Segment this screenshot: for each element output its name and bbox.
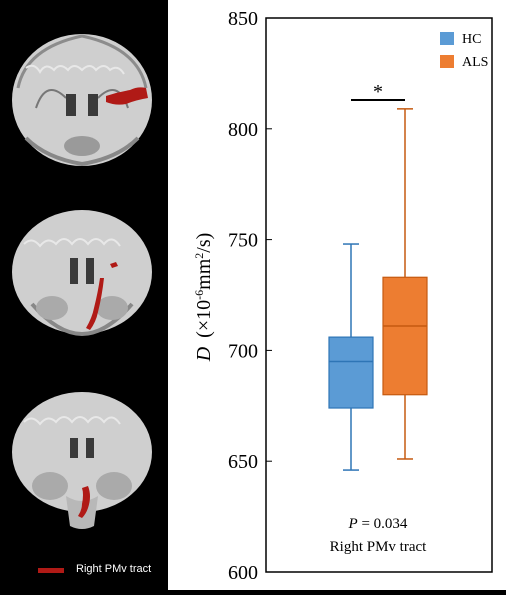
y-tick-label: 650 xyxy=(228,451,258,473)
box-series xyxy=(328,108,428,471)
tract-legend-swatch xyxy=(38,568,64,573)
boxplot-panel: 600 650 700 750 800 850 D (×10-6mm2/s) * HC A… xyxy=(168,0,506,590)
legend-swatch-hc xyxy=(440,32,454,45)
brain-slice-middle xyxy=(12,210,152,337)
significance-asterisk: * xyxy=(373,81,383,103)
y-tick-label: 750 xyxy=(228,230,258,252)
boxplot-chart: 600 650 700 750 800 850 D (×10-6mm2/s) * HC A… xyxy=(192,8,493,584)
legend-label-als: ALS xyxy=(462,55,488,70)
y-tick-label: 800 xyxy=(228,119,258,141)
y-axis-label: D (×10-6mm2/s) xyxy=(192,233,215,363)
brain-slice-top xyxy=(12,34,152,167)
legend: HC ALS xyxy=(440,32,488,70)
legend-label-hc: HC xyxy=(462,32,481,47)
tract-legend-label: Right PMv tract xyxy=(76,563,152,575)
als-box xyxy=(382,276,428,396)
tract-annotation: Right PMv tract xyxy=(330,539,427,555)
p-value-annotation: P = 0.034 xyxy=(348,516,408,532)
brain-slice-bottom xyxy=(12,392,152,529)
y-axis: 600 650 700 750 800 850 xyxy=(228,8,272,584)
legend-swatch-als xyxy=(440,55,454,68)
brain-images-panel: Right PMv tract xyxy=(0,0,168,590)
plot-frame xyxy=(265,17,493,573)
y-tick-label: 600 xyxy=(228,562,258,584)
y-tick-label: 700 xyxy=(228,340,258,362)
y-tick-label: 850 xyxy=(228,8,258,30)
hc-box xyxy=(328,336,374,409)
